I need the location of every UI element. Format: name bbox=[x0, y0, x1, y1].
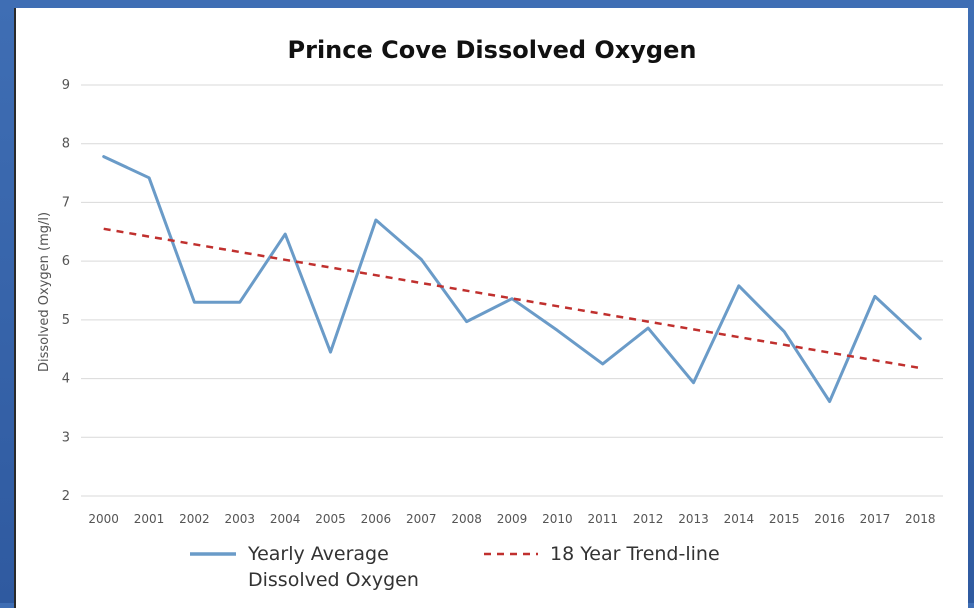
y-tick-7: 7 bbox=[62, 195, 70, 210]
x-tick-2011: 2011 bbox=[587, 512, 618, 526]
x-tick-2004: 2004 bbox=[270, 512, 301, 526]
series-lines bbox=[104, 157, 921, 402]
x-tick-2012: 2012 bbox=[633, 512, 664, 526]
x-tick-2001: 2001 bbox=[134, 512, 165, 526]
x-tick-2009: 2009 bbox=[497, 512, 528, 526]
x-tick-2016: 2016 bbox=[814, 512, 845, 526]
x-tick-2007: 2007 bbox=[406, 512, 437, 526]
x-tick-2018: 2018 bbox=[905, 512, 936, 526]
x-tick-2013: 2013 bbox=[678, 512, 709, 526]
x-tick-2006: 2006 bbox=[361, 512, 392, 526]
y-tick-labels: 2 3 4 5 6 7 8 9 bbox=[62, 78, 70, 504]
x-tick-2015: 2015 bbox=[769, 512, 800, 526]
x-tick-2003: 2003 bbox=[225, 512, 256, 526]
x-tick-2005: 2005 bbox=[315, 512, 346, 526]
y-tick-4: 4 bbox=[62, 372, 70, 387]
y-tick-9: 9 bbox=[62, 78, 70, 93]
x-tick-2017: 2017 bbox=[860, 512, 891, 526]
y-tick-8: 8 bbox=[62, 137, 70, 152]
y-tick-6: 6 bbox=[62, 254, 70, 269]
y-tick-3: 3 bbox=[62, 430, 70, 445]
x-tick-labels: 2000 2001 2002 2003 2004 2005 2006 2007 2008 2009… bbox=[88, 512, 935, 526]
x-tick-2000: 2000 bbox=[88, 512, 119, 526]
x-tick-2014: 2014 bbox=[724, 512, 755, 526]
y-tick-5: 5 bbox=[62, 313, 70, 328]
y-tick-2: 2 bbox=[62, 489, 70, 504]
grid-lines bbox=[81, 85, 943, 496]
series-line-yearly-average bbox=[104, 157, 921, 402]
x-tick-2002: 2002 bbox=[179, 512, 210, 526]
x-tick-2008: 2008 bbox=[451, 512, 482, 526]
x-tick-2010: 2010 bbox=[542, 512, 573, 526]
y-axis-label: Dissolved Oxygen (mg/l) bbox=[37, 212, 52, 372]
